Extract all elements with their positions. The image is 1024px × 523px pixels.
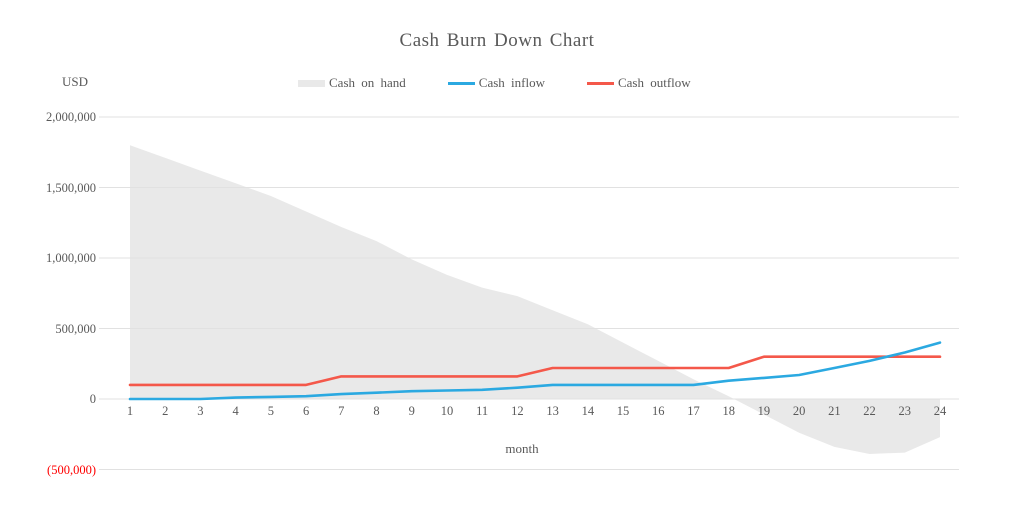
x-tick-label: 13: [546, 404, 559, 418]
x-axis-title: month: [505, 441, 539, 456]
x-tick-label: 8: [373, 404, 380, 418]
x-tick-label: 1: [126, 404, 134, 418]
legend-swatch-line: [447, 81, 475, 85]
legend-label: Cash on hand: [329, 75, 406, 90]
x-tick-label: 7: [338, 404, 345, 418]
y-tick-label: 500,000: [55, 321, 96, 336]
x-tick-label: 22: [863, 404, 876, 418]
x-tick-label: 5: [267, 404, 274, 418]
x-tick-label: 3: [197, 404, 204, 418]
x-tick-label: 12: [511, 404, 524, 418]
legend-item-cash-on-hand: Cash on hand: [298, 75, 406, 91]
x-tick-label: 20: [792, 404, 806, 418]
legend-item-cash-inflow: Cash inflow: [447, 75, 545, 91]
x-tick-label: 24: [933, 404, 947, 418]
y-tick-label: 2,000,000: [46, 110, 96, 124]
legend-label: Cash outflow: [617, 75, 691, 90]
cash-outflow-line: [128, 355, 942, 387]
x-tick-label: 6: [302, 404, 310, 418]
legend-swatch-line: [586, 81, 614, 85]
x-tick-label: 11: [476, 404, 489, 418]
x-tick-label: 2: [162, 404, 169, 418]
x-tick-label: 21: [828, 404, 841, 418]
x-tick-label: 16: [652, 404, 665, 418]
y-tick-label: (500,000): [47, 462, 96, 477]
chart-legend: Cash on hand Cash inflow Cash outflow: [298, 75, 691, 91]
chart-title: Cash Burn Down Chart: [399, 30, 595, 51]
legend-label: Cash inflow: [478, 75, 545, 90]
x-tick-label: 18: [722, 404, 735, 418]
y-axis-unit-label: USD: [62, 74, 89, 89]
x-tick-label: 15: [616, 404, 630, 418]
x-tick-label: 17: [687, 404, 700, 418]
x-tick-label: 23: [898, 404, 912, 418]
legend-swatch-area: [298, 79, 325, 87]
y-tick-label: 1,500,000: [46, 180, 96, 195]
x-tick-label: 9: [408, 404, 415, 418]
cash-on-hand-area: [130, 145, 940, 454]
x-tick-label: 19: [757, 404, 771, 418]
cash-inflow-line: [128, 341, 942, 401]
chart-title-row: Cash Burn Down Chart: [0, 30, 994, 52]
x-tick-label: 4: [232, 404, 239, 418]
x-tick-label: 14: [581, 404, 595, 418]
x-tick-label: 10: [440, 404, 454, 418]
y-tick-label: 0: [89, 392, 96, 406]
y-tick-label: 1,000,000: [46, 251, 96, 265]
legend-item-cash-outflow: Cash outflow: [586, 75, 691, 91]
